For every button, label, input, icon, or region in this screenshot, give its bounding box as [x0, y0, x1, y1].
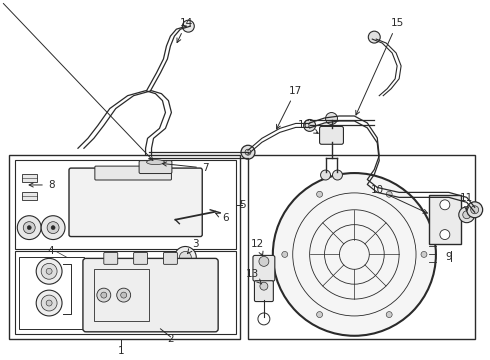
- Bar: [15, 251, 236, 334]
- Circle shape: [421, 251, 427, 257]
- Text: 10: 10: [370, 185, 427, 213]
- Circle shape: [36, 258, 62, 284]
- Text: 17: 17: [276, 86, 302, 129]
- Circle shape: [459, 207, 475, 223]
- Circle shape: [17, 216, 41, 239]
- FancyBboxPatch shape: [319, 126, 343, 144]
- Circle shape: [117, 288, 131, 302]
- Circle shape: [241, 145, 255, 159]
- Circle shape: [46, 300, 52, 306]
- Text: 11: 11: [460, 193, 473, 211]
- Circle shape: [182, 20, 195, 32]
- Bar: [15, 160, 236, 249]
- Circle shape: [36, 290, 62, 316]
- Text: 2: 2: [167, 334, 174, 344]
- Text: 9: 9: [445, 252, 452, 262]
- FancyBboxPatch shape: [134, 252, 147, 264]
- Text: 12: 12: [251, 239, 265, 256]
- FancyBboxPatch shape: [253, 255, 275, 281]
- FancyBboxPatch shape: [254, 281, 273, 302]
- Bar: [19, 257, 84, 329]
- Text: 14: 14: [177, 18, 193, 42]
- Circle shape: [27, 226, 31, 230]
- Circle shape: [47, 222, 59, 234]
- Circle shape: [179, 251, 191, 264]
- Circle shape: [317, 312, 322, 318]
- Circle shape: [368, 31, 380, 43]
- Circle shape: [317, 191, 322, 197]
- Circle shape: [325, 113, 338, 125]
- Circle shape: [320, 170, 331, 180]
- Text: 3: 3: [188, 239, 198, 254]
- Circle shape: [304, 120, 316, 131]
- FancyBboxPatch shape: [69, 168, 202, 237]
- Text: 1: 1: [118, 346, 124, 356]
- Text: 13: 13: [245, 269, 262, 284]
- Circle shape: [386, 312, 392, 318]
- Circle shape: [41, 216, 65, 239]
- FancyBboxPatch shape: [139, 161, 172, 174]
- Bar: [22, 192, 37, 200]
- Circle shape: [101, 292, 107, 298]
- Bar: [9, 155, 240, 339]
- Text: 16: 16: [298, 121, 318, 134]
- Circle shape: [41, 295, 57, 311]
- Ellipse shape: [147, 159, 165, 165]
- Circle shape: [471, 206, 479, 214]
- FancyBboxPatch shape: [83, 258, 218, 332]
- Circle shape: [467, 202, 483, 218]
- Circle shape: [386, 191, 392, 197]
- Circle shape: [51, 226, 55, 230]
- Text: 8: 8: [29, 180, 54, 190]
- FancyBboxPatch shape: [104, 252, 118, 264]
- Bar: [429, 195, 461, 244]
- Text: 7: 7: [162, 162, 209, 173]
- Bar: [22, 174, 37, 182]
- Text: 6: 6: [216, 213, 229, 223]
- Circle shape: [41, 264, 57, 279]
- Circle shape: [23, 222, 35, 234]
- Text: 15: 15: [356, 18, 404, 115]
- FancyBboxPatch shape: [95, 166, 172, 180]
- Bar: [94, 269, 148, 321]
- FancyBboxPatch shape: [164, 252, 177, 264]
- Circle shape: [46, 268, 52, 274]
- Circle shape: [282, 251, 288, 257]
- Circle shape: [174, 247, 196, 268]
- Bar: [248, 155, 475, 339]
- Circle shape: [273, 173, 436, 336]
- Circle shape: [440, 200, 450, 210]
- Circle shape: [97, 288, 111, 302]
- Circle shape: [260, 282, 268, 290]
- Circle shape: [463, 211, 471, 219]
- Circle shape: [259, 256, 269, 266]
- Text: 4: 4: [48, 247, 54, 256]
- Circle shape: [245, 149, 251, 155]
- Circle shape: [121, 292, 127, 298]
- Text: 5: 5: [239, 200, 245, 210]
- Circle shape: [333, 170, 343, 180]
- Circle shape: [440, 230, 450, 239]
